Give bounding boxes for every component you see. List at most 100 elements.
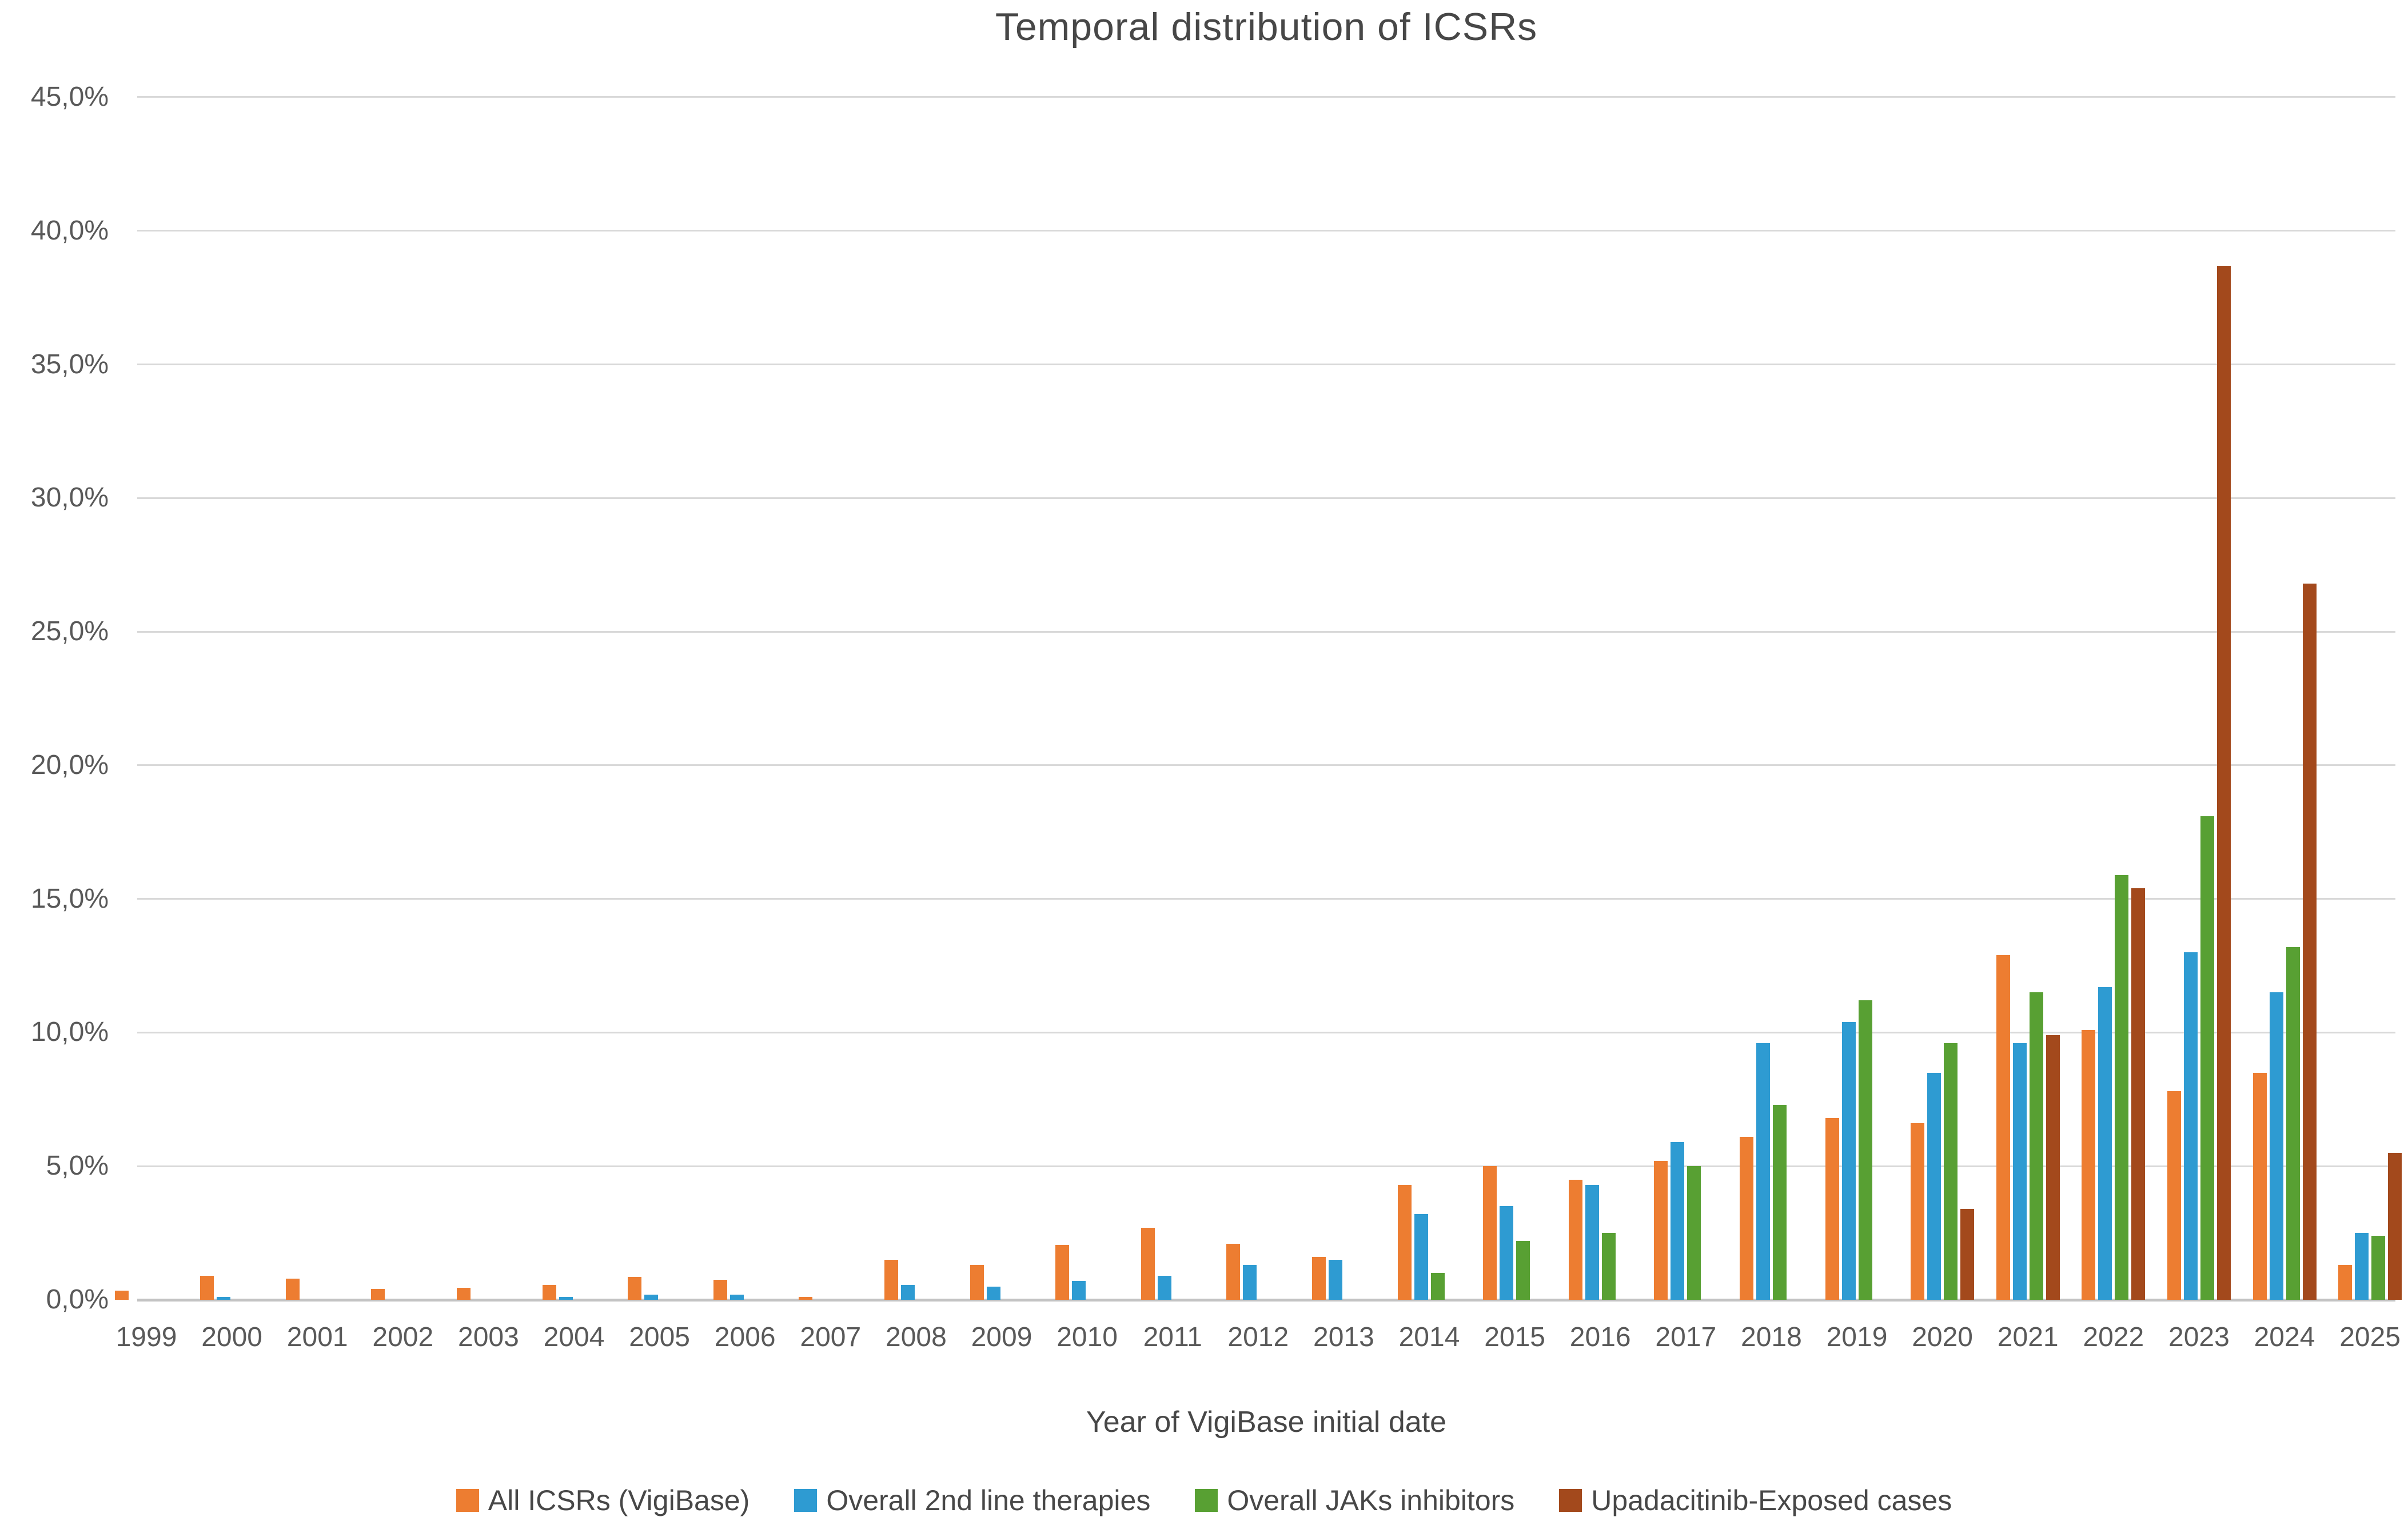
bar-upadacitinib-exposed-cases-2024[interactable] [2302,583,2317,1300]
bar-overall-2nd-line-therapies-2021[interactable] [2012,1043,2027,1300]
bar-overall-jaks-inhibitors-2016[interactable] [1601,1233,1616,1300]
bar-overall-2nd-line-therapies-2013[interactable] [1328,1259,1342,1300]
bar-all-icsrs-vigibase-2007[interactable] [799,1297,813,1300]
bar-overall-jaks-inhibitors-2019[interactable] [1858,1000,1872,1300]
x-tick-label-2010: 2010 [1057,1322,1118,1352]
bar-all-icsrs-vigibase-2011[interactable] [1141,1227,1155,1300]
bar-all-icsrs-vigibase-2010[interactable] [1055,1245,1070,1300]
bar-all-icsrs-vigibase-2016[interactable] [1568,1179,1582,1300]
bar-overall-jaks-inhibitors-2021[interactable] [2029,992,2043,1300]
bar-all-icsrs-vigibase-2024[interactable] [2252,1072,2267,1300]
bar-overall-jaks-inhibitors-2023[interactable] [2200,816,2214,1300]
bar-all-icsrs-vigibase-2003[interactable] [456,1287,471,1300]
bar-overall-2nd-line-therapies-2005[interactable] [644,1294,659,1300]
bar-all-icsrs-vigibase-2020[interactable] [1911,1123,1925,1300]
gridline-35pct [137,364,2395,365]
legend-item-all-icsrs-vigibase[interactable]: All ICSRs (VigiBase) [456,1484,750,1517]
bar-overall-2nd-line-therapies-2023[interactable] [2183,952,2198,1300]
bar-all-icsrs-vigibase-2021[interactable] [1996,955,2010,1300]
x-tick-label-2015: 2015 [1484,1322,1545,1352]
gridline-10pct [137,1031,2395,1033]
x-tick-label-2011: 2011 [1143,1322,1202,1352]
bar-all-icsrs-vigibase-2015[interactable] [1483,1166,1497,1300]
x-axis-baseline [137,1298,2395,1302]
x-tick-label-2022: 2022 [2083,1322,2144,1352]
bar-all-icsrs-vigibase-2002[interactable] [371,1289,385,1300]
gridline-5pct [137,1165,2395,1167]
bar-overall-2nd-line-therapies-2009[interactable] [986,1286,1000,1300]
x-tick-label-2021: 2021 [1997,1322,2059,1352]
bar-overall-jaks-inhibitors-2014[interactable] [1430,1273,1445,1300]
legend-item-overall-2nd-line-therapies[interactable]: Overall 2nd line therapies [794,1484,1150,1517]
bar-overall-2nd-line-therapies-2020[interactable] [1927,1072,1941,1300]
bar-all-icsrs-vigibase-1999[interactable] [114,1290,129,1300]
bar-all-icsrs-vigibase-2012[interactable] [1226,1243,1241,1300]
bar-all-icsrs-vigibase-2017[interactable] [1654,1160,1668,1300]
x-tick-label-2009: 2009 [971,1322,1032,1352]
y-tick-label-45pct: 45,0% [30,81,109,112]
bar-all-icsrs-vigibase-2019[interactable] [1825,1118,1839,1300]
bar-all-icsrs-vigibase-2018[interactable] [1739,1136,1753,1300]
bar-overall-jaks-inhibitors-2020[interactable] [1944,1043,1958,1300]
bar-all-icsrs-vigibase-2005[interactable] [628,1277,642,1300]
x-tick-label-2017: 2017 [1655,1322,1717,1352]
bar-overall-2nd-line-therapies-2025[interactable] [2355,1233,2369,1300]
bar-all-icsrs-vigibase-2014[interactable] [1397,1184,1412,1300]
y-tick-label-35pct: 35,0% [30,349,109,380]
bar-overall-jaks-inhibitors-2025[interactable] [2371,1235,2386,1300]
x-tick-label-2014: 2014 [1398,1322,1460,1352]
bar-upadacitinib-exposed-cases-2021[interactable] [2046,1035,2060,1300]
gridline-30pct [137,497,2395,499]
bar-overall-2nd-line-therapies-2022[interactable] [2098,987,2112,1300]
bar-all-icsrs-vigibase-2008[interactable] [884,1259,898,1300]
bar-upadacitinib-exposed-cases-2023[interactable] [2216,265,2231,1300]
bar-overall-2nd-line-therapies-2019[interactable] [1841,1021,1856,1300]
bar-overall-2nd-line-therapies-2000[interactable] [217,1297,231,1300]
x-tick-label-2006: 2006 [714,1322,776,1352]
legend-swatch-all-icsrs-vigibase [456,1489,479,1512]
bar-overall-2nd-line-therapies-2010[interactable] [1072,1281,1086,1300]
bar-all-icsrs-vigibase-2023[interactable] [2167,1091,2181,1300]
x-tick-label-2016: 2016 [1569,1322,1631,1352]
bar-overall-2nd-line-therapies-2014[interactable] [1414,1214,1428,1300]
bar-overall-2nd-line-therapies-2017[interactable] [1671,1142,1685,1300]
bar-overall-jaks-inhibitors-2015[interactable] [1516,1241,1530,1300]
x-tick-label-2025: 2025 [2339,1322,2401,1352]
bar-overall-2nd-line-therapies-2008[interactable] [900,1285,915,1300]
bar-overall-2nd-line-therapies-2018[interactable] [1756,1043,1770,1300]
bar-all-icsrs-vigibase-2006[interactable] [713,1279,727,1300]
bar-overall-2nd-line-therapies-2024[interactable] [2269,992,2283,1300]
bar-overall-jaks-inhibitors-2022[interactable] [2115,875,2129,1300]
legend-swatch-overall-jaks-inhibitors [1195,1489,1218,1512]
bar-overall-2nd-line-therapies-2011[interactable] [1157,1275,1171,1300]
legend-item-overall-jaks-inhibitors[interactable]: Overall JAKs inhibitors [1195,1484,1514,1517]
bar-overall-2nd-line-therapies-2006[interactable] [729,1294,744,1300]
y-tick-label-25pct: 25,0% [30,616,109,647]
bar-upadacitinib-exposed-cases-2020[interactable] [1960,1209,1975,1300]
bar-all-icsrs-vigibase-2025[interactable] [2338,1265,2353,1300]
y-tick-label-20pct: 20,0% [30,749,109,780]
bar-all-icsrs-vigibase-2009[interactable] [970,1265,984,1300]
y-tick-label-30pct: 30,0% [30,482,109,513]
y-tick-label-0pct: 0,0% [46,1284,109,1315]
bar-all-icsrs-vigibase-2000[interactable] [200,1275,214,1300]
gridline-20pct [137,764,2395,767]
bar-overall-jaks-inhibitors-2018[interactable] [1772,1104,1787,1300]
legend-label-all-icsrs-vigibase: All ICSRs (VigiBase) [488,1484,750,1516]
bar-all-icsrs-vigibase-2022[interactable] [2082,1029,2096,1300]
legend-item-upadacitinib-exposed-cases[interactable]: Upadacitinib-Exposed cases [1559,1484,1952,1517]
bar-all-icsrs-vigibase-2004[interactable] [542,1285,556,1300]
bar-overall-jaks-inhibitors-2024[interactable] [2286,947,2300,1300]
bar-overall-2nd-line-therapies-2012[interactable] [1243,1265,1257,1300]
x-tick-label-2002: 2002 [372,1322,434,1352]
bar-upadacitinib-exposed-cases-2022[interactable] [2131,888,2146,1300]
bar-overall-2nd-line-therapies-2016[interactable] [1585,1184,1599,1300]
bar-overall-2nd-line-therapies-2004[interactable] [559,1297,573,1300]
x-axis-title: Year of VigiBase initial date [1086,1406,1447,1439]
bar-all-icsrs-vigibase-2001[interactable] [285,1278,300,1300]
bar-overall-jaks-inhibitors-2017[interactable] [1687,1166,1701,1300]
bar-upadacitinib-exposed-cases-2025[interactable] [2388,1152,2402,1300]
bar-all-icsrs-vigibase-2013[interactable] [1311,1257,1326,1300]
bar-overall-2nd-line-therapies-2015[interactable] [1500,1206,1514,1300]
